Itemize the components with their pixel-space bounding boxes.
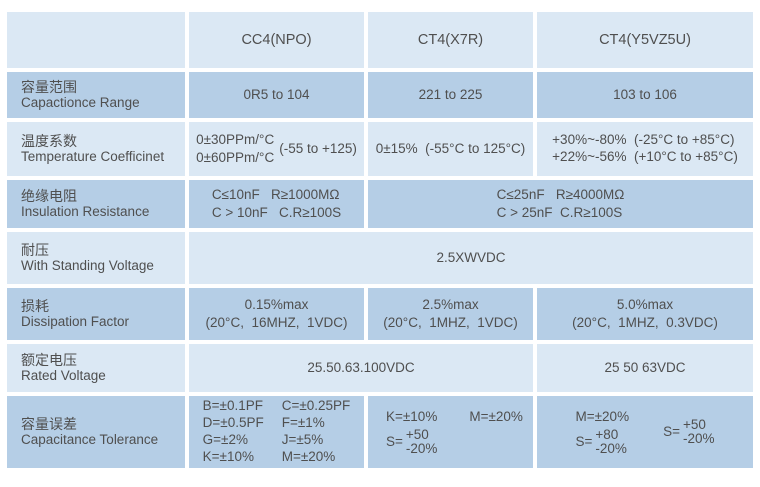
col-header-ct4-y5vz5u: CT4(Y5VZ5U) — [537, 12, 753, 68]
s-prefix: S= — [575, 434, 593, 450]
cell-withstanding-merged: 2.5XWVDC — [189, 232, 753, 284]
tolerance-item: K=±10% — [386, 408, 438, 424]
capacitor-spec-page: CC4(NPO) CT4(X7R) CT4(Y5VZ5U) 容量范围 Capac… — [0, 8, 760, 487]
value-line1: +30%~-80% (-25°C to +85°C) — [552, 132, 735, 148]
cell-insulation-x7r-y5v-merged: C≤25nF R≥4000MΩ C > 25nF C.R≥100S — [368, 180, 753, 228]
tolerance-s-code: S= +80 -20% — [575, 427, 627, 457]
value: 25.50.63.100VDC — [307, 360, 415, 376]
value-line1: 2.5%max — [422, 297, 479, 313]
row-capacitance-range: 容量范围 Capactionce Range 0R5 to 104 221 to… — [7, 72, 753, 118]
row-insulation-resistance: 绝缘电阻 Insulation Resistance C≤10nF R≥1000… — [7, 180, 753, 228]
header-row: CC4(NPO) CT4(X7R) CT4(Y5VZ5U) — [7, 12, 753, 68]
tolerance-item: F=±1% — [281, 415, 325, 431]
row-label-capacitance-range: 容量范围 Capactionce Range — [7, 72, 185, 118]
row-label-dissipation-factor: 损耗 Dissipation Factor — [7, 288, 185, 340]
row-label-zh: 容量范围 — [21, 78, 77, 95]
s-upper: +50 — [405, 427, 429, 443]
value-line1: 0±30PPm/°C — [196, 132, 275, 148]
cell-tempco-y5v: +30%~-80% (-25°C to +85°C) +22%~-56% (+1… — [537, 122, 753, 176]
value-line2: +22%~-56% (+10°C to +85°C) — [552, 149, 738, 164]
cell-tolerance-cc4: B=±0.1PF C=±0.25PF D=±0.5PF F=±1% G=±2% … — [189, 396, 364, 468]
col-header-ct4-x7r: CT4(X7R) — [368, 12, 533, 68]
row-label-en: Capactionce Range — [21, 95, 140, 111]
header-corner-cell — [7, 12, 185, 68]
value-line1: 5.0%max — [616, 297, 674, 313]
cell-tempco-x7r: 0±15% (-55°C to 125°C) — [368, 122, 533, 176]
s-lower: -20% — [682, 430, 715, 446]
tolerance-item: C=±0.25PF — [281, 398, 351, 414]
cell-dissipation-cc4: 0.15%max (20°C, 16MHZ, 1VDC) — [189, 288, 364, 340]
s-prefix: S= — [386, 434, 403, 450]
row-label-zh: 容量误差 — [21, 415, 77, 432]
row-withstanding-voltage: 耐压 With Standing Voltage 2.5XWVDC — [7, 232, 753, 284]
row-label-zh: 耐压 — [21, 241, 49, 258]
tolerance-item: B=±0.1PF — [202, 398, 263, 414]
cell-range-x7r: 221 to 225 — [368, 72, 533, 118]
cell-tempco-cc4: 0±30PPm/°C 0±60PPm/°C (-55 to +125) — [189, 122, 364, 176]
row-label-insulation-resistance: 绝缘电阻 Insulation Resistance — [7, 180, 185, 228]
row-dissipation-factor: 损耗 Dissipation Factor 0.15%max (20°C, 16… — [7, 288, 753, 340]
row-label-en: Insulation Resistance — [21, 204, 150, 220]
row-label-rated-voltage: 额定电压 Rated Voltage — [7, 344, 185, 392]
s-lower: -20% — [595, 441, 627, 457]
tolerance-code-list: B=±0.1PF C=±0.25PF D=±0.5PF F=±1% G=±2% … — [189, 398, 364, 466]
tolerance-item: D=±0.5PF — [202, 415, 264, 431]
cell-insulation-cc4: C≤10nF R≥1000MΩ C > 10nF C.R≥100S — [189, 180, 364, 228]
value-line2: (20°C, 16MHZ, 1VDC) — [205, 315, 348, 330]
tolerance-item: M=±20% — [281, 448, 336, 464]
value-line2: (20°C, 1MHZ, 0.3VDC) — [572, 315, 718, 330]
tolerance-item: K=±10% — [202, 448, 254, 464]
row-label-temperature-coefficient: 温度系数 Temperature Coefficinet — [7, 122, 185, 176]
row-label-zh: 绝缘电阻 — [21, 187, 77, 204]
value: 2.5XWVDC — [436, 250, 506, 266]
cell-range-cc4: 0R5 to 104 — [189, 72, 364, 118]
tolerance-item: G=±2% — [202, 432, 248, 447]
cell-range-y5v: 103 to 106 — [537, 72, 753, 118]
value: 25 50 63VDC — [604, 360, 686, 376]
cell-rated-voltage-merged: 25.50.63.100VDC — [189, 344, 533, 392]
cell-dissipation-y5v: 5.0%max (20°C, 1MHZ, 0.3VDC) — [537, 288, 753, 340]
value: 0±15% (-55°C to 125°C) — [375, 141, 526, 157]
cell-rated-voltage-y5v: 25 50 63VDC — [537, 344, 753, 392]
value: 221 to 225 — [418, 87, 483, 103]
row-label-withstanding-voltage: 耐压 With Standing Voltage — [7, 232, 185, 284]
row-capacitance-tolerance: 容量误差 Capacitance Tolerance B=±0.1PF C=±0… — [7, 396, 753, 468]
row-label-zh: 损耗 — [21, 297, 49, 314]
tolerance-item: M=±20% — [469, 408, 523, 424]
tolerance-item: J=±5% — [281, 432, 324, 447]
cell-tolerance-y5v: M=±20% S= +80 -20% S= +50 — [537, 396, 753, 468]
row-label-en: Capacitance Tolerance — [21, 432, 159, 448]
row-label-en: With Standing Voltage — [21, 258, 154, 274]
s-upper: +50 — [682, 416, 706, 432]
value-line1: C≤10nF R≥1000MΩ — [211, 187, 340, 203]
row-label-capacitance-tolerance: 容量误差 Capacitance Tolerance — [7, 396, 185, 468]
value-line2: (20°C, 1MHZ, 1VDC) — [383, 315, 518, 330]
value-range: (-55 to +125) — [279, 141, 357, 157]
row-rated-voltage: 额定电压 Rated Voltage 25.50.63.100VDC 25 50… — [7, 344, 753, 392]
row-label-zh: 温度系数 — [21, 132, 77, 149]
row-label-en: Dissipation Factor — [21, 314, 130, 330]
value: 0R5 to 104 — [243, 87, 310, 103]
s-lower: -20% — [405, 441, 438, 457]
row-label-en: Rated Voltage — [21, 368, 106, 384]
capacitor-spec-table: CC4(NPO) CT4(X7R) CT4(Y5VZ5U) 容量范围 Capac… — [3, 8, 757, 472]
row-label-zh: 额定电压 — [21, 351, 77, 368]
value-line1: C≤25nF R≥4000MΩ — [496, 187, 625, 203]
value-line2: C > 25nF C.R≥100S — [496, 205, 623, 220]
col-header-cc4-npo: CC4(NPO) — [189, 12, 364, 68]
value: 103 to 106 — [613, 87, 677, 103]
value-line2: 0±60PPm/°C — [196, 150, 275, 165]
row-temperature-coefficient: 温度系数 Temperature Coefficinet 0±30PPm/°C … — [7, 122, 753, 176]
tolerance-s-code: S= +50 -20% — [386, 427, 438, 457]
value-line1: 0.15%max — [244, 297, 309, 313]
row-label-en: Temperature Coefficinet — [21, 149, 165, 165]
s-prefix: S= — [663, 424, 680, 440]
tolerance-item: M=±20% — [575, 408, 630, 424]
cell-dissipation-x7r: 2.5%max (20°C, 1MHZ, 1VDC) — [368, 288, 533, 340]
value-line2: C > 10nF C.R≥100S — [211, 205, 342, 220]
s-upper: +80 — [595, 427, 619, 443]
tolerance-s-code: S= +50 -20% — [663, 416, 715, 446]
cell-tolerance-x7r: K=±10% M=±20% S= +50 -20% — [368, 396, 533, 468]
